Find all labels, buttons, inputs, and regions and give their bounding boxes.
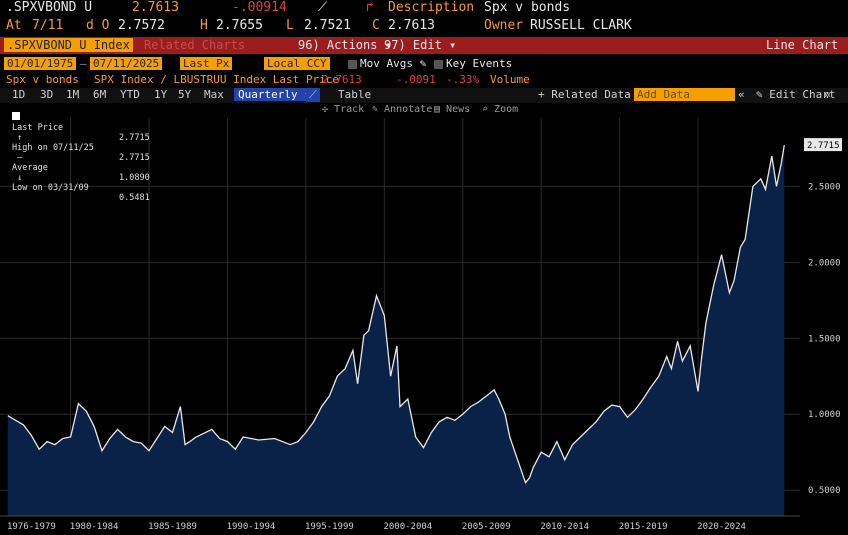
legend-high: ↑ High on 07/11/25 2.7715 bbox=[12, 133, 150, 163]
x-tick-label: 2020-2024 bbox=[697, 522, 746, 532]
table-button[interactable]: Table bbox=[338, 88, 372, 101]
start-date-field[interactable]: 01/01/1975 bbox=[4, 57, 77, 70]
related-charts-field[interactable]: Related Charts bbox=[144, 38, 246, 52]
low-value: 2.7521 bbox=[304, 18, 351, 33]
currency-selector[interactable]: Local CCY bbox=[264, 57, 330, 70]
open-value: 2.7572 bbox=[118, 18, 165, 33]
at-label: At bbox=[6, 18, 22, 33]
high-value: 2.7655 bbox=[216, 18, 263, 33]
chart-type-label: Line Chart bbox=[766, 38, 839, 52]
last-price-flag bbox=[804, 138, 842, 152]
header-row-2: At 7/11 d O 2.7572 H 2.7655 L 2.7521 C 2… bbox=[0, 18, 848, 36]
last-price-flag-label: 2.7715 bbox=[807, 141, 840, 151]
close-value: 2.7613 bbox=[388, 18, 435, 33]
x-tick-label: 1990-1994 bbox=[227, 522, 276, 532]
security-field[interactable]: .SPXVBOND U Index bbox=[4, 38, 133, 52]
period-1d[interactable]: 1D bbox=[12, 88, 26, 101]
period-6m[interactable]: 6M bbox=[93, 88, 107, 101]
checkbox-icon bbox=[434, 59, 443, 69]
series-area bbox=[7, 145, 785, 516]
y-tick-label: 0.5000 bbox=[808, 486, 841, 496]
series-change: -.0091 bbox=[396, 73, 436, 86]
series-name: Spx v bonds bbox=[6, 73, 79, 86]
price-chart[interactable]: 2.5000 2.0000 1.5000 1.0000 0.5000 2.7715 1976… bbox=[0, 118, 848, 535]
series-info-row: Spx v bonds SPX Index / LBUSTRUU Index L… bbox=[0, 73, 848, 87]
collapse-icon[interactable]: « bbox=[738, 88, 745, 101]
annotate-tool[interactable]: ✎ Annotate bbox=[372, 104, 433, 115]
chart-legend: Last Price 2.7715 ↑ High on 07/11/25 2.771… bbox=[12, 112, 150, 203]
security-toolbar: .SPXVBOND U Index Related Charts 96) Act… bbox=[0, 37, 848, 54]
x-tick-label: 1985-1989 bbox=[148, 522, 197, 532]
x-tick-label: 2000-2004 bbox=[383, 522, 432, 532]
legend-low: ↓ Low on 03/31/09 0.5481 bbox=[12, 173, 150, 203]
owner-label: Owner bbox=[484, 18, 524, 33]
series-value: 2.7613 bbox=[322, 73, 362, 86]
checkbox-icon bbox=[348, 59, 357, 69]
period-ytd[interactable]: YTD bbox=[120, 88, 140, 101]
mov-avgs-toggle[interactable]: Mov Avgs ✎ bbox=[348, 57, 426, 70]
y-tick-label: 1.0000 bbox=[808, 410, 841, 420]
y-tick-label: 2.5000 bbox=[808, 182, 841, 192]
x-tick-label: 2010-2014 bbox=[540, 522, 589, 532]
last-price: 2.7613 bbox=[132, 0, 179, 15]
period-1y[interactable]: 1Y bbox=[154, 88, 168, 101]
volume-label: Volume bbox=[490, 73, 530, 86]
period-row: 1D 3D 1M 6M YTD 1Y 5Y Max Quarterly ▾ ⟋ … bbox=[0, 88, 848, 103]
end-date-field[interactable]: 07/11/2025 bbox=[90, 57, 163, 70]
series-pct: -.33% bbox=[446, 73, 480, 86]
edit-menu[interactable]: 97) Edit ▾ bbox=[384, 38, 457, 52]
series-formula: SPX Index / LBUSTRUU Index Last Price bbox=[94, 73, 340, 86]
field-selector[interactable]: Last Px bbox=[180, 57, 233, 70]
x-tick-label: 2015-2019 bbox=[619, 522, 668, 532]
actions-menu[interactable]: 96) Actions ▾ bbox=[298, 38, 392, 52]
frequency-dropdown[interactable]: Quarterly ▾ bbox=[234, 88, 315, 101]
zoom-tool[interactable]: ⌕ Zoom bbox=[482, 104, 519, 115]
at-value: 7/11 bbox=[32, 18, 64, 33]
y-tick-label: 1.5000 bbox=[808, 334, 841, 344]
trend-icon: ⟋ bbox=[318, 0, 328, 15]
period-3d[interactable]: 3D bbox=[40, 88, 54, 101]
low-label: L bbox=[286, 18, 294, 33]
controls-row: 01/01/1975 – 07/11/2025 Last Px Local CC… bbox=[0, 57, 848, 73]
period-5y[interactable]: 5Y bbox=[178, 88, 192, 101]
description-label: Description bbox=[388, 0, 475, 15]
legend-last: Last Price 2.7715 bbox=[12, 112, 150, 143]
close-label: C bbox=[372, 18, 380, 33]
description-value: Spx v bonds bbox=[484, 0, 571, 15]
change-value: -.00914 bbox=[232, 0, 287, 15]
period-1m[interactable]: 1M bbox=[66, 88, 80, 101]
related-data-button[interactable]: + Related Data ▾ bbox=[538, 88, 644, 101]
x-tick-label: 1980-1984 bbox=[70, 522, 119, 532]
gear-icon[interactable]: ✲ bbox=[824, 88, 831, 101]
x-tick-label: 1976-1979 bbox=[7, 522, 56, 532]
period-max[interactable]: Max bbox=[204, 88, 224, 101]
y-tick-label: 2.0000 bbox=[808, 258, 841, 268]
ticker: .SPXVBOND U bbox=[6, 0, 93, 15]
series-line bbox=[7, 144, 785, 484]
x-tick-label: 2005-2009 bbox=[462, 522, 511, 532]
open-label: d O bbox=[86, 18, 110, 33]
x-tick-label: 1995-1999 bbox=[305, 522, 354, 532]
arrow-icon: ↱ bbox=[366, 0, 374, 15]
legend-average: – Average 1.0890 bbox=[12, 153, 150, 183]
owner-value: RUSSELL CLARK bbox=[530, 18, 632, 33]
line-chart-icon[interactable]: ⟋ bbox=[306, 88, 320, 102]
header-row-1: .SPXVBOND U 2.7613 -.00914 ⟋ ↱ Descripti… bbox=[0, 0, 848, 18]
track-tool[interactable]: ✣ Track bbox=[322, 104, 365, 115]
news-tool[interactable]: ▤ News bbox=[434, 104, 471, 115]
chart-tools-row: ✣ Track ✎ Annotate ▤ News ⌕ Zoom bbox=[0, 104, 848, 118]
high-label: H bbox=[200, 18, 208, 33]
add-data-input[interactable]: Add Data bbox=[634, 88, 735, 101]
key-events-toggle[interactable]: Key Events bbox=[434, 57, 512, 70]
edit-chart-button[interactable]: ✎ Edit Chart bbox=[756, 88, 836, 101]
